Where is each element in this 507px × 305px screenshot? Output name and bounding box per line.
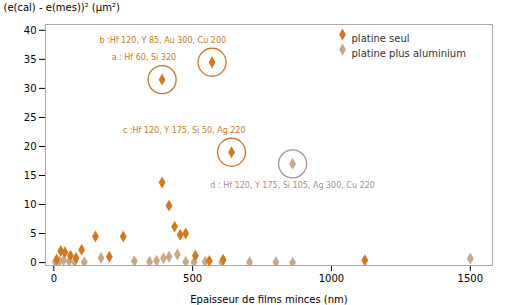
svg-text:10: 10 (24, 199, 37, 210)
svg-text:platine seul: platine seul (352, 33, 410, 44)
svg-text:25: 25 (24, 112, 37, 123)
svg-text:30: 30 (24, 83, 37, 94)
svg-text:1500: 1500 (458, 273, 483, 284)
svg-text:(e(cal) - e(mes))² (µm²): (e(cal) - e(mes))² (µm²) (4, 2, 120, 13)
svg-text:d : Hf 120, Y 175, Si 105, Ag: d : Hf 120, Y 175, Si 105, Ag 300, Cu 22… (210, 181, 375, 190)
svg-text:a : Hf 60, Si 320: a : Hf 60, Si 320 (112, 53, 176, 62)
svg-text:40: 40 (24, 25, 37, 36)
svg-text:0: 0 (30, 257, 36, 268)
svg-text:platine plus aluminium: platine plus aluminium (352, 48, 466, 59)
svg-text:15: 15 (24, 170, 37, 181)
svg-text:1000: 1000 (319, 273, 344, 284)
svg-text:0: 0 (51, 273, 57, 284)
svg-text:35: 35 (24, 54, 37, 65)
svg-text:5: 5 (30, 228, 36, 239)
svg-text:Epaisseur de films minces (nm): Epaisseur de films minces (nm) (190, 294, 348, 305)
svg-text:20: 20 (24, 141, 37, 152)
svg-text:c :Hf 120, Y 175, Si 50, Ag 22: c :Hf 120, Y 175, Si 50, Ag 220 (123, 126, 246, 135)
svg-text:b :Hf 120, Y 85, Au 300, Cu 20: b :Hf 120, Y 85, Au 300, Cu 200 (99, 36, 226, 45)
svg-text:500: 500 (183, 273, 202, 284)
